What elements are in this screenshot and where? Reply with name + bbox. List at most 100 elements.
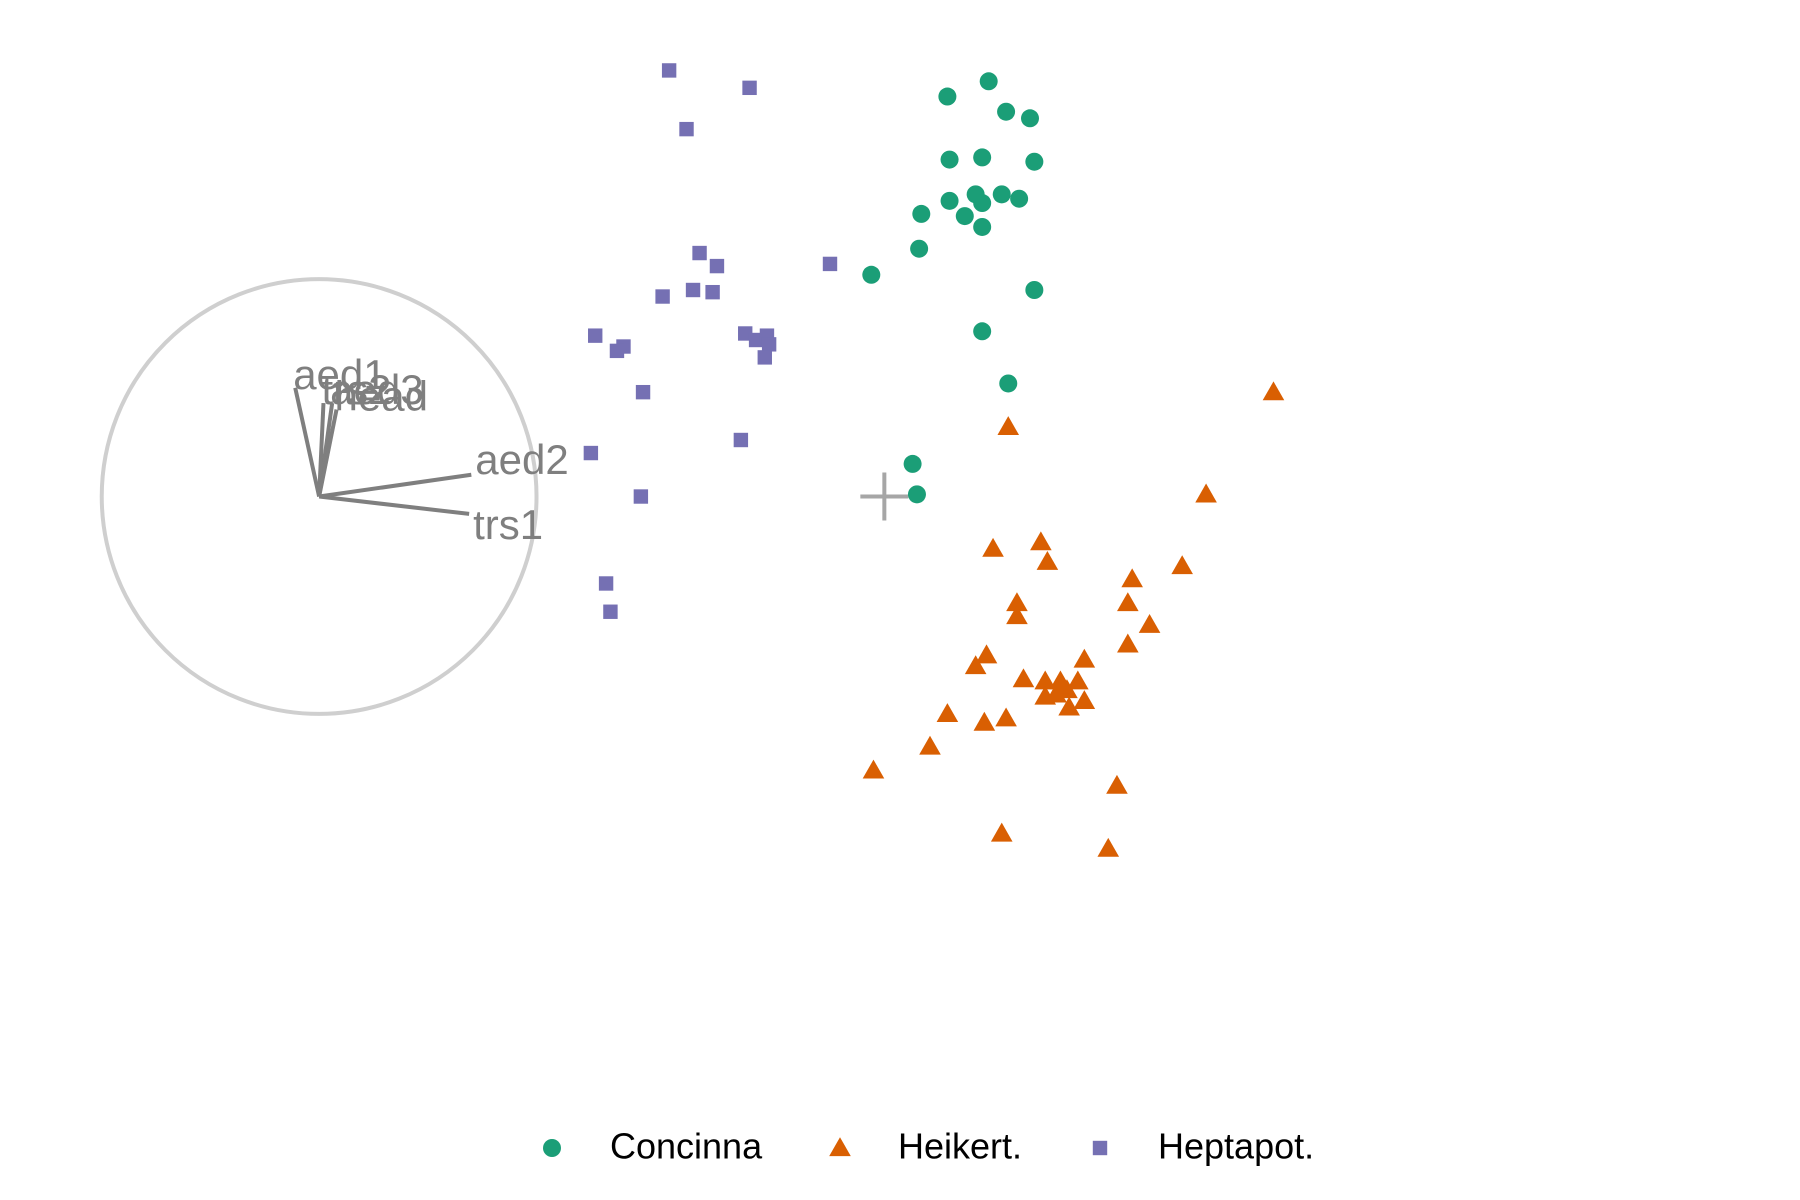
legend-label: Concinna — [610, 1126, 763, 1167]
legend-item-heptapot: Heptapot. — [1092, 1126, 1314, 1167]
loading-label-head: head — [335, 373, 428, 420]
data-point — [1117, 592, 1139, 612]
data-point — [1036, 550, 1059, 570]
data-point — [973, 217, 992, 236]
data-point — [990, 822, 1013, 842]
data-point — [655, 289, 670, 304]
data-point — [862, 759, 885, 779]
loading-vector-trs1 — [318, 494, 470, 516]
data-point — [1006, 605, 1028, 625]
data-point — [938, 87, 957, 106]
data-point — [661, 63, 677, 78]
loading-vector-head — [317, 409, 339, 497]
data-point — [919, 735, 941, 755]
loading-label-trs2: trs2 — [321, 366, 391, 413]
data-point — [1171, 555, 1193, 575]
data-point — [635, 384, 651, 400]
legend-label: Heptapot. — [1158, 1126, 1314, 1167]
loading-label-aed2: aed2 — [475, 436, 568, 483]
data-point — [910, 239, 929, 258]
data-point — [742, 80, 757, 96]
series-heikert — [862, 381, 1285, 857]
data-point — [603, 604, 618, 619]
data-point — [692, 245, 707, 261]
loading-label-aed3: aed3 — [330, 366, 423, 413]
data-point — [1045, 683, 1067, 703]
data-point — [1006, 592, 1028, 612]
data-point — [955, 207, 974, 226]
data-point — [1058, 696, 1080, 716]
data-point — [940, 191, 959, 210]
loading-vector-aed1 — [293, 387, 322, 497]
data-point — [685, 282, 701, 298]
legend-item-concinna: Concinna — [543, 1126, 763, 1167]
origin-crosshair — [860, 472, 909, 521]
loading-vector-trs2 — [317, 402, 326, 497]
data-point — [757, 350, 772, 365]
data-point — [598, 576, 614, 591]
legend-marker — [543, 1139, 561, 1157]
data-point — [862, 265, 881, 284]
data-point — [1025, 281, 1044, 299]
data-point — [1010, 189, 1029, 208]
data-point — [1121, 568, 1143, 588]
scores-points — [583, 63, 1285, 857]
data-point — [1012, 668, 1035, 688]
legend-item-heikert: Heikert. — [829, 1126, 1022, 1167]
data-point — [705, 284, 720, 300]
data-point — [1138, 613, 1161, 633]
data-point — [940, 150, 959, 169]
data-point — [609, 343, 625, 359]
data-point — [973, 148, 992, 167]
loading-label-trs1: trs1 — [473, 501, 543, 548]
data-point — [1117, 633, 1139, 653]
data-point — [1034, 670, 1057, 690]
data-point — [709, 258, 725, 274]
data-point — [1067, 670, 1089, 690]
data-point — [912, 204, 931, 223]
data-point — [973, 322, 992, 341]
data-point — [936, 703, 959, 723]
data-point — [1106, 774, 1128, 794]
data-point — [1073, 648, 1096, 668]
data-point — [992, 185, 1011, 204]
data-point — [822, 256, 838, 272]
data-point — [761, 337, 777, 352]
data-point — [903, 454, 922, 473]
legend-label: Heikert. — [898, 1126, 1022, 1167]
data-point — [679, 121, 694, 137]
data-point — [1195, 483, 1217, 503]
data-point — [999, 374, 1018, 393]
data-point — [1021, 109, 1039, 128]
data-point — [975, 644, 998, 664]
data-point — [995, 707, 1017, 727]
series-concinna — [862, 72, 1044, 504]
series-heptapot — [583, 63, 838, 619]
data-point — [1073, 690, 1096, 709]
data-point — [633, 489, 649, 504]
data-point — [907, 485, 926, 504]
loading-vector-aed2 — [318, 472, 472, 499]
legend: Concinna Heikert. Heptapot. — [543, 1126, 1314, 1167]
data-point — [748, 332, 764, 348]
data-point — [1030, 531, 1052, 551]
data-point — [964, 655, 987, 675]
data-point — [1262, 381, 1285, 401]
data-point — [1097, 837, 1120, 857]
data-point — [982, 537, 1004, 557]
data-point — [973, 194, 992, 213]
legend-marker — [829, 1137, 851, 1157]
data-point — [583, 445, 599, 461]
data-point — [1025, 152, 1044, 171]
data-point — [588, 328, 603, 343]
data-point — [997, 102, 1016, 121]
data-point — [733, 432, 749, 448]
data-point — [979, 72, 998, 91]
data-point — [738, 326, 753, 341]
loading-label-aed1: aed1 — [293, 351, 386, 398]
data-point — [973, 711, 996, 731]
data-point — [997, 416, 1020, 436]
legend-marker — [1092, 1140, 1108, 1156]
